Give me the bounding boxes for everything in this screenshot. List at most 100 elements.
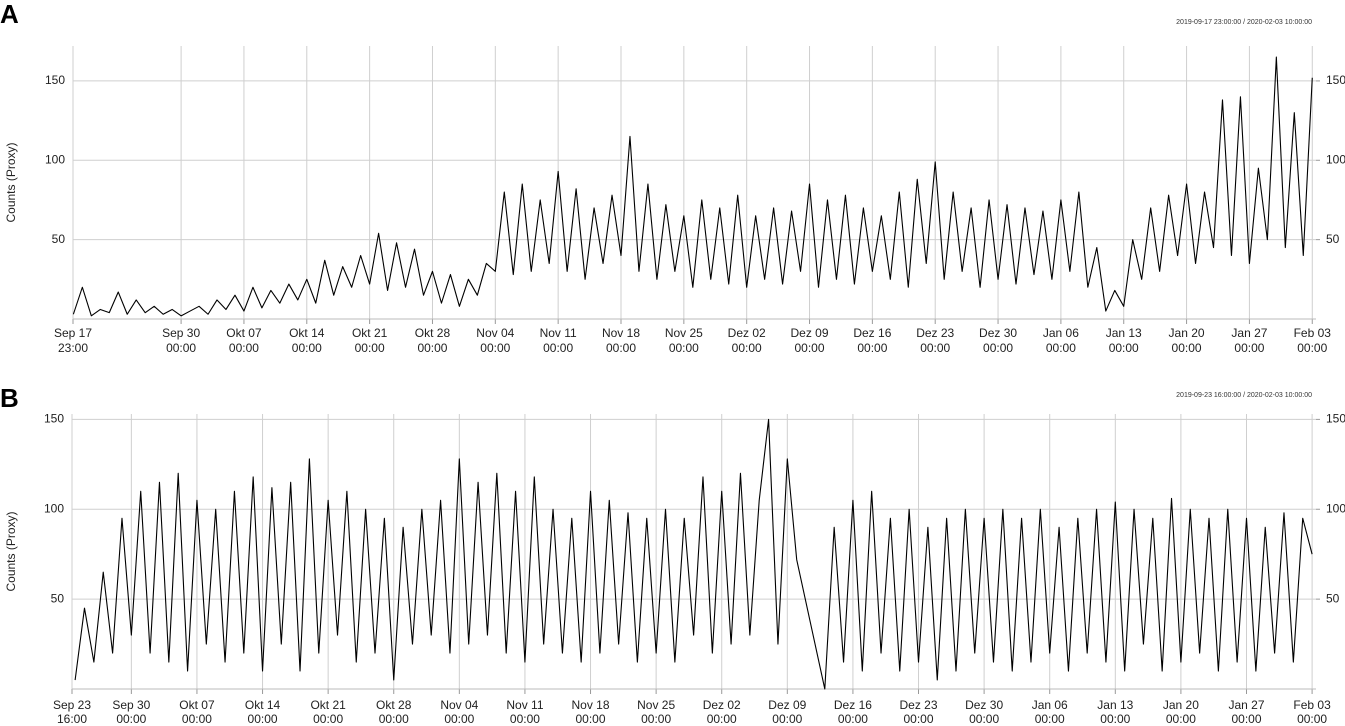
x-tick-label: Okt 14 (245, 698, 281, 712)
x-tick-label: Dez 02 (703, 698, 741, 712)
x-tick-label: Okt 07 (179, 698, 215, 712)
x-tick-label: Jan 27 (1228, 698, 1264, 712)
y-tick-label: 100 (45, 152, 65, 166)
x-tick-label: 00:00 (1046, 341, 1076, 355)
y-axis-label: Counts (Proxy) (4, 511, 18, 591)
x-tick-label: Feb 03 (1294, 326, 1332, 340)
series-line (74, 418, 1313, 690)
x-tick-label: Dez 02 (728, 326, 766, 340)
x-tick-label: Feb 03 (1293, 698, 1331, 712)
x-tick-label: 00:00 (838, 712, 868, 726)
x-tick-label: Nov 11 (506, 698, 543, 712)
x-tick-label: Nov 04 (476, 326, 514, 340)
x-tick-label: Sep 30 (162, 326, 200, 340)
x-tick-label: 00:00 (606, 341, 636, 355)
x-tick-label: 00:00 (444, 712, 474, 726)
x-tick-label: 00:00 (116, 712, 146, 726)
x-tick-label: Jan 20 (1163, 698, 1199, 712)
x-tick-label: Okt 14 (289, 326, 325, 340)
x-tick-label: 00:00 (707, 712, 737, 726)
x-tick-label: 00:00 (379, 712, 409, 726)
x-tick-label: 00:00 (969, 712, 999, 726)
y-tick-label: 150 (44, 412, 64, 426)
x-tick-label: 00:00 (920, 341, 950, 355)
x-tick-label: Nov 18 (602, 326, 640, 340)
x-tick-label: Dez 30 (965, 698, 1003, 712)
x-tick-label: 23:00 (58, 341, 88, 355)
panel-label: B (0, 383, 19, 413)
x-tick-label: 16:00 (57, 712, 87, 726)
y2-tick-label: 100 (1326, 501, 1345, 515)
x-tick-label: 00:00 (641, 712, 671, 726)
x-tick-label: Jan 27 (1231, 326, 1267, 340)
y2-tick-label: 50 (1326, 591, 1340, 605)
x-tick-label: 00:00 (355, 341, 385, 355)
y2-tick-label: 100 (1326, 152, 1345, 166)
x-tick-label: 00:00 (903, 712, 933, 726)
x-tick-label: 00:00 (1172, 341, 1202, 355)
x-tick-label: Dez 09 (791, 326, 829, 340)
panel-label: A (0, 0, 19, 29)
y-tick-label: 150 (45, 73, 65, 87)
x-tick-label: 00:00 (248, 712, 278, 726)
x-tick-label: 00:00 (732, 341, 762, 355)
x-tick-label: 00:00 (182, 712, 212, 726)
y-axis-label: Counts (Proxy) (4, 142, 18, 222)
y-tick-label: 50 (51, 591, 65, 605)
x-tick-label: 00:00 (417, 341, 447, 355)
x-tick-label: Dez 23 (916, 326, 954, 340)
x-tick-label: 00:00 (1297, 712, 1327, 726)
x-tick-label: Nov 11 (540, 326, 577, 340)
annotation: 2019-09-23 16:00:00 / 2020-02-03 10:00:0… (1176, 392, 1312, 399)
x-tick-label: Okt 28 (415, 326, 451, 340)
x-tick-label: Jan 20 (1169, 326, 1205, 340)
x-tick-label: 00:00 (1234, 341, 1264, 355)
x-tick-label: 00:00 (292, 341, 322, 355)
y-tick-label: 50 (52, 232, 66, 246)
y2-tick-label: 150 (1326, 73, 1345, 87)
x-tick-label: Jan 06 (1032, 698, 1068, 712)
annotation: 2019-09-17 23:00:00 / 2020-02-03 10:00:0… (1176, 19, 1312, 26)
x-tick-label: Sep 30 (112, 698, 150, 712)
x-tick-label: 00:00 (313, 712, 343, 726)
x-tick-label: Nov 04 (440, 698, 478, 712)
x-tick-label: 00:00 (510, 712, 540, 726)
x-tick-label: Okt 28 (376, 698, 412, 712)
x-tick-label: 00:00 (1297, 341, 1327, 355)
x-tick-label: 00:00 (1100, 712, 1130, 726)
x-tick-label: Jan 13 (1106, 326, 1142, 340)
x-tick-label: 00:00 (772, 712, 802, 726)
y2-tick-label: 150 (1326, 412, 1345, 426)
x-tick-label: 00:00 (1231, 712, 1261, 726)
series-line (72, 56, 1313, 317)
x-tick-label: Okt 21 (310, 698, 346, 712)
x-tick-label: 00:00 (543, 341, 573, 355)
x-tick-label: 00:00 (983, 341, 1013, 355)
x-tick-label: Sep 23 (53, 698, 91, 712)
x-tick-label: Nov 25 (665, 326, 703, 340)
x-tick-label: Dez 23 (899, 698, 937, 712)
x-tick-label: Jan 06 (1043, 326, 1079, 340)
x-tick-label: Jan 13 (1097, 698, 1133, 712)
x-tick-label: Dez 16 (834, 698, 872, 712)
x-tick-label: Dez 30 (979, 326, 1017, 340)
y-tick-label: 100 (44, 501, 64, 515)
x-tick-label: 00:00 (1166, 712, 1196, 726)
x-tick-label: 00:00 (229, 341, 259, 355)
x-tick-label: Sep 17 (54, 326, 92, 340)
x-tick-label: 00:00 (669, 341, 699, 355)
x-tick-label: 00:00 (1035, 712, 1065, 726)
x-tick-label: Okt 07 (226, 326, 262, 340)
x-tick-label: 00:00 (857, 341, 887, 355)
x-tick-label: 00:00 (795, 341, 825, 355)
x-tick-label: 00:00 (576, 712, 606, 726)
y2-tick-label: 50 (1326, 232, 1340, 246)
x-tick-label: 00:00 (480, 341, 510, 355)
x-tick-label: Okt 21 (352, 326, 388, 340)
x-tick-label: Nov 18 (572, 698, 610, 712)
x-tick-label: 00:00 (166, 341, 196, 355)
x-tick-label: 00:00 (1109, 341, 1139, 355)
x-tick-label: Dez 09 (768, 698, 806, 712)
